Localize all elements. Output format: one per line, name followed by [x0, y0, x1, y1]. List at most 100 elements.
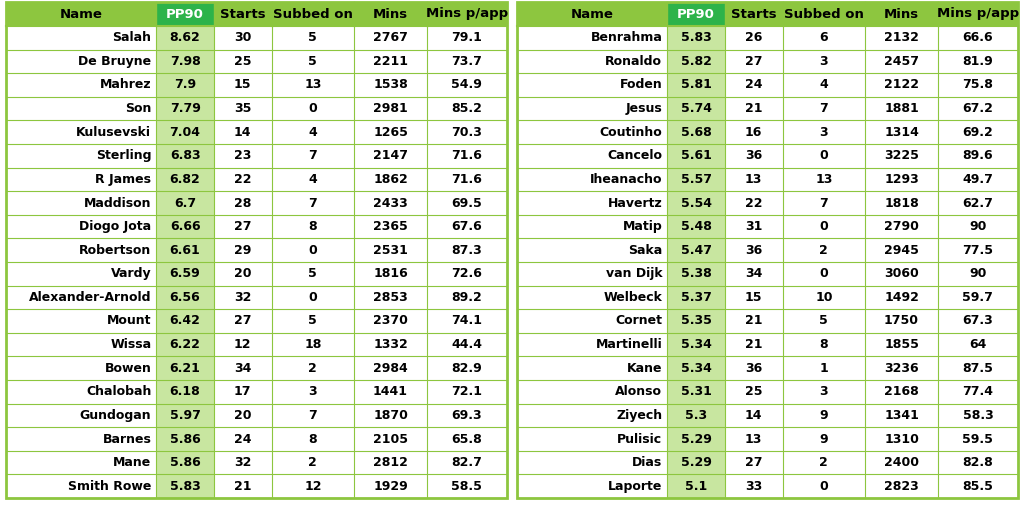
Text: 6: 6	[819, 31, 828, 44]
Text: Subbed on: Subbed on	[784, 8, 864, 21]
Bar	[157, 2, 214, 26]
Bar	[517, 2, 1018, 498]
Text: 74.1: 74.1	[452, 315, 482, 328]
Text: 2: 2	[308, 362, 317, 375]
Text: 69.5: 69.5	[452, 196, 482, 210]
Text: Son: Son	[125, 102, 152, 115]
Text: 8.62: 8.62	[170, 31, 201, 44]
Text: 5: 5	[819, 315, 828, 328]
Text: 7.04: 7.04	[170, 126, 201, 139]
Text: 81.9: 81.9	[963, 55, 993, 68]
Text: Gundogan: Gundogan	[80, 409, 152, 422]
Text: 13: 13	[745, 173, 763, 186]
Text: 27: 27	[745, 456, 763, 469]
Text: 8: 8	[819, 338, 828, 351]
Text: 5.54: 5.54	[681, 196, 712, 210]
Text: 85.5: 85.5	[963, 480, 993, 493]
Text: 5: 5	[308, 267, 317, 280]
Text: 5.83: 5.83	[170, 480, 201, 493]
Bar	[157, 286, 214, 309]
Bar	[782, 2, 865, 26]
Text: 31: 31	[745, 220, 763, 233]
Text: 2457: 2457	[884, 55, 919, 68]
Text: Pulisic: Pulisic	[617, 432, 663, 445]
Text: 7: 7	[308, 196, 317, 210]
Bar	[668, 215, 725, 238]
Text: 2400: 2400	[884, 456, 919, 469]
Text: 5: 5	[308, 55, 317, 68]
Text: 1870: 1870	[373, 409, 408, 422]
Text: 6.83: 6.83	[170, 149, 201, 162]
Text: 5.38: 5.38	[681, 267, 712, 280]
Bar	[668, 73, 725, 97]
Bar	[668, 309, 725, 333]
Text: Name: Name	[570, 8, 613, 21]
Text: Robertson: Robertson	[79, 244, 152, 257]
Bar	[157, 262, 214, 286]
Text: 0: 0	[819, 480, 828, 493]
Text: 7: 7	[308, 149, 317, 162]
Bar	[6, 2, 507, 498]
Text: 3236: 3236	[884, 362, 919, 375]
Text: Mahrez: Mahrez	[99, 78, 152, 91]
Text: 3: 3	[819, 385, 828, 398]
Text: 1538: 1538	[373, 78, 408, 91]
Text: 89.6: 89.6	[963, 149, 993, 162]
Bar	[354, 2, 427, 26]
Text: 5: 5	[308, 315, 317, 328]
Text: 6.42: 6.42	[170, 315, 201, 328]
Text: 87.3: 87.3	[452, 244, 482, 257]
Bar	[157, 97, 214, 120]
Bar	[157, 333, 214, 357]
Text: 33: 33	[745, 480, 762, 493]
Text: 2365: 2365	[373, 220, 408, 233]
Text: 22: 22	[233, 173, 252, 186]
Bar	[668, 357, 725, 380]
Text: 6.61: 6.61	[170, 244, 201, 257]
Text: Sterling: Sterling	[96, 149, 152, 162]
Text: 2: 2	[819, 456, 828, 469]
Text: 49.7: 49.7	[963, 173, 993, 186]
Text: 2147: 2147	[373, 149, 408, 162]
Text: 71.6: 71.6	[452, 149, 482, 162]
Text: R James: R James	[95, 173, 152, 186]
Text: 2945: 2945	[884, 244, 919, 257]
Text: 5.81: 5.81	[681, 78, 712, 91]
Text: 62.7: 62.7	[963, 196, 993, 210]
Text: Vardy: Vardy	[111, 267, 152, 280]
Text: 7.79: 7.79	[170, 102, 201, 115]
Text: 9: 9	[819, 432, 828, 445]
Text: 21: 21	[745, 315, 763, 328]
Text: 7: 7	[308, 409, 317, 422]
Text: Starts: Starts	[220, 8, 265, 21]
Text: 82.7: 82.7	[452, 456, 482, 469]
Text: 3: 3	[308, 385, 317, 398]
Text: Jesus: Jesus	[626, 102, 663, 115]
Text: Alexander-Arnold: Alexander-Arnold	[29, 291, 152, 304]
Text: Starts: Starts	[731, 8, 776, 21]
Bar	[157, 120, 214, 144]
Text: Bowen: Bowen	[104, 362, 152, 375]
Bar	[517, 2, 1018, 498]
Text: 70.3: 70.3	[452, 126, 482, 139]
Bar	[668, 333, 725, 357]
Text: 24: 24	[233, 432, 252, 445]
Text: Diogo Jota: Diogo Jota	[79, 220, 152, 233]
Text: Wissa: Wissa	[111, 338, 152, 351]
Text: 16: 16	[745, 126, 763, 139]
Text: 1314: 1314	[884, 126, 919, 139]
Text: 2: 2	[819, 244, 828, 257]
Bar	[157, 309, 214, 333]
Text: 73.7: 73.7	[452, 55, 482, 68]
Bar	[157, 26, 214, 49]
Text: 5.35: 5.35	[681, 315, 712, 328]
Text: 10: 10	[815, 291, 833, 304]
Text: 6.66: 6.66	[170, 220, 201, 233]
Text: Smith Rowe: Smith Rowe	[68, 480, 152, 493]
Text: 90: 90	[970, 267, 986, 280]
Text: 1: 1	[819, 362, 828, 375]
Bar	[6, 2, 507, 498]
Text: 12: 12	[304, 480, 322, 493]
Text: Matip: Matip	[623, 220, 663, 233]
Text: Mins p/app: Mins p/app	[937, 8, 1019, 21]
